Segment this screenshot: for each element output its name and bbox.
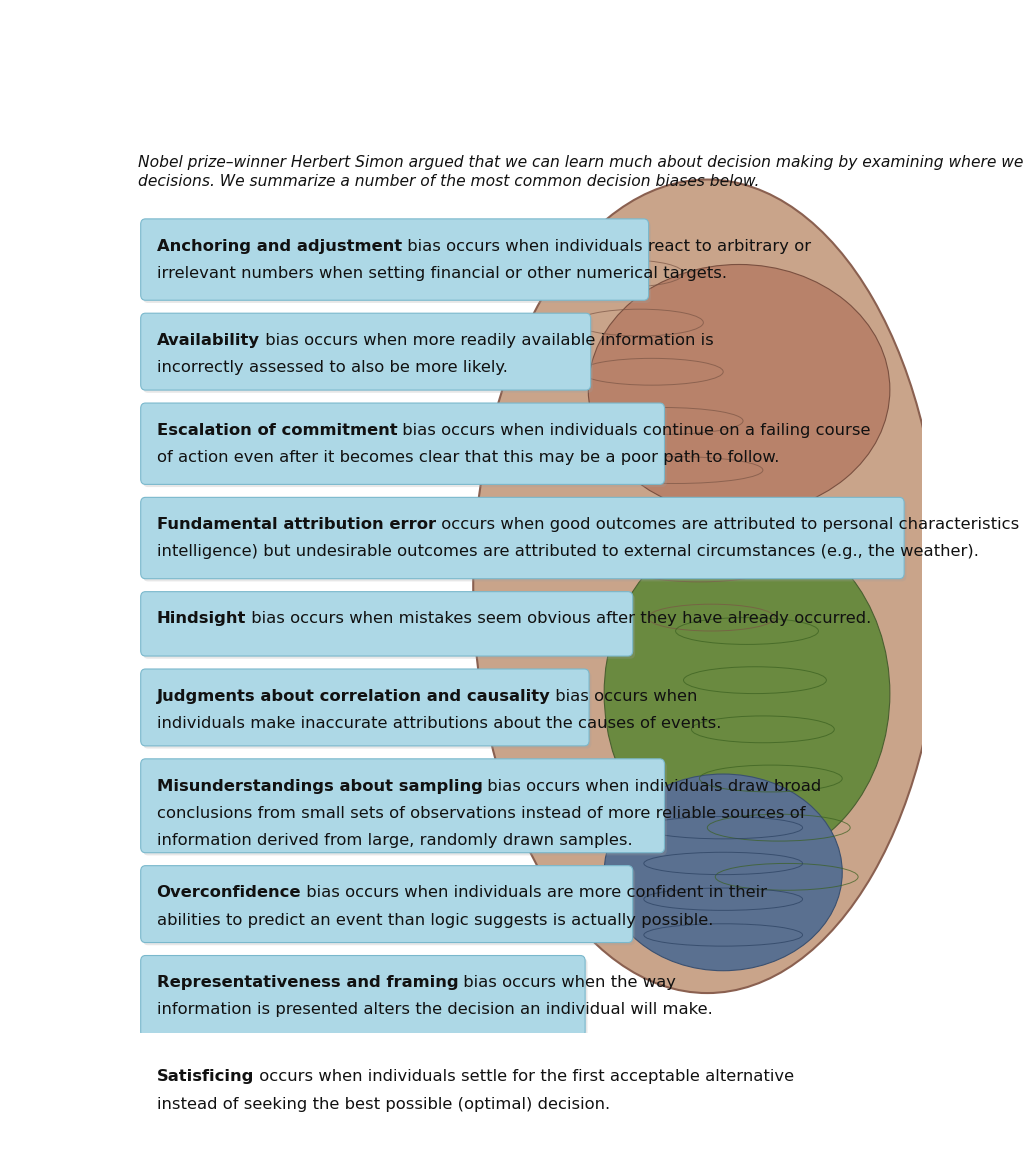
FancyBboxPatch shape	[143, 958, 588, 1039]
FancyBboxPatch shape	[140, 219, 648, 301]
Text: instead of seeking the best possible (optimal) decision.: instead of seeking the best possible (op…	[157, 1097, 609, 1112]
Ellipse shape	[604, 524, 890, 864]
Text: information is presented alters the decision an individual will make.: information is presented alters the deci…	[157, 1002, 713, 1017]
FancyBboxPatch shape	[140, 403, 665, 484]
Text: Hindsight: Hindsight	[157, 612, 246, 626]
Text: abilities to predict an event than logic suggests is actually possible.: abilities to predict an event than logic…	[157, 913, 713, 928]
Text: occurs when individuals settle for the first acceptable alternative: occurs when individuals settle for the f…	[254, 1069, 794, 1084]
FancyBboxPatch shape	[140, 592, 633, 656]
FancyBboxPatch shape	[143, 672, 592, 749]
Text: Anchoring and adjustment: Anchoring and adjustment	[157, 238, 401, 253]
FancyBboxPatch shape	[143, 594, 635, 658]
FancyBboxPatch shape	[143, 405, 667, 488]
FancyBboxPatch shape	[140, 669, 589, 745]
Ellipse shape	[604, 774, 842, 971]
Text: conclusions from small sets of observations instead of more reliable sources of: conclusions from small sets of observati…	[157, 806, 805, 821]
Text: bias occurs when more readily available information is: bias occurs when more readily available …	[259, 333, 714, 348]
FancyBboxPatch shape	[140, 866, 633, 943]
FancyBboxPatch shape	[143, 1053, 635, 1130]
Text: bias occurs when individuals continue on a failing course: bias occurs when individuals continue on…	[397, 423, 870, 438]
Text: Availability: Availability	[157, 333, 259, 348]
Text: irrelevant numbers when setting financial or other numerical targets.: irrelevant numbers when setting financia…	[157, 266, 727, 281]
Text: Representativeness and framing: Representativeness and framing	[157, 975, 458, 990]
Text: occurs when good outcomes are attributed to personal characteristics (e.g.,: occurs when good outcomes are attributed…	[435, 517, 1024, 532]
FancyBboxPatch shape	[143, 222, 651, 303]
FancyBboxPatch shape	[140, 956, 585, 1037]
Text: Satisficing: Satisficing	[157, 1069, 254, 1084]
Ellipse shape	[473, 180, 941, 993]
Text: bias occurs when individuals react to arbitrary or: bias occurs when individuals react to ar…	[401, 238, 811, 253]
FancyBboxPatch shape	[140, 1050, 633, 1126]
Text: bias occurs when the way: bias occurs when the way	[458, 975, 676, 990]
Text: information derived from large, randomly drawn samples.: information derived from large, randomly…	[157, 834, 632, 848]
FancyBboxPatch shape	[143, 500, 906, 582]
Text: individuals make inaccurate attributions about the causes of events.: individuals make inaccurate attributions…	[157, 716, 721, 731]
Text: bias occurs when mistakes seem obvious after they have already occurred.: bias occurs when mistakes seem obvious a…	[246, 612, 871, 626]
Text: Nobel prize–winner Herbert Simon argued that we can learn much about decision ma: Nobel prize–winner Herbert Simon argued …	[137, 156, 1024, 171]
FancyBboxPatch shape	[143, 762, 667, 856]
Text: Judgments about correlation and causality: Judgments about correlation and causalit…	[157, 688, 550, 704]
Text: of action even after it becomes clear that this may be a poor path to follow.: of action even after it becomes clear th…	[157, 450, 779, 464]
FancyBboxPatch shape	[140, 313, 591, 390]
Text: intelligence) but undesirable outcomes are attributed to external circumstances : intelligence) but undesirable outcomes a…	[157, 545, 979, 560]
Text: bias occurs when individuals draw broad: bias occurs when individuals draw broad	[482, 779, 821, 793]
Text: incorrectly assessed to also be more likely.: incorrectly assessed to also be more lik…	[157, 360, 508, 375]
Text: Misunderstandings about sampling: Misunderstandings about sampling	[157, 779, 482, 793]
FancyBboxPatch shape	[140, 497, 904, 578]
FancyBboxPatch shape	[140, 759, 665, 852]
Text: Escalation of commitment: Escalation of commitment	[157, 423, 397, 438]
FancyBboxPatch shape	[143, 316, 593, 392]
Text: Fundamental attribution error: Fundamental attribution error	[157, 517, 435, 532]
Text: Overconfidence: Overconfidence	[157, 886, 301, 900]
Text: bias occurs when individuals are more confident in their: bias occurs when individuals are more co…	[301, 886, 767, 900]
Ellipse shape	[588, 265, 890, 514]
Text: bias occurs when: bias occurs when	[550, 688, 697, 704]
FancyBboxPatch shape	[143, 868, 635, 945]
Text: decisions. We summarize a number of the most common decision biases below.: decisions. We summarize a number of the …	[137, 174, 759, 189]
